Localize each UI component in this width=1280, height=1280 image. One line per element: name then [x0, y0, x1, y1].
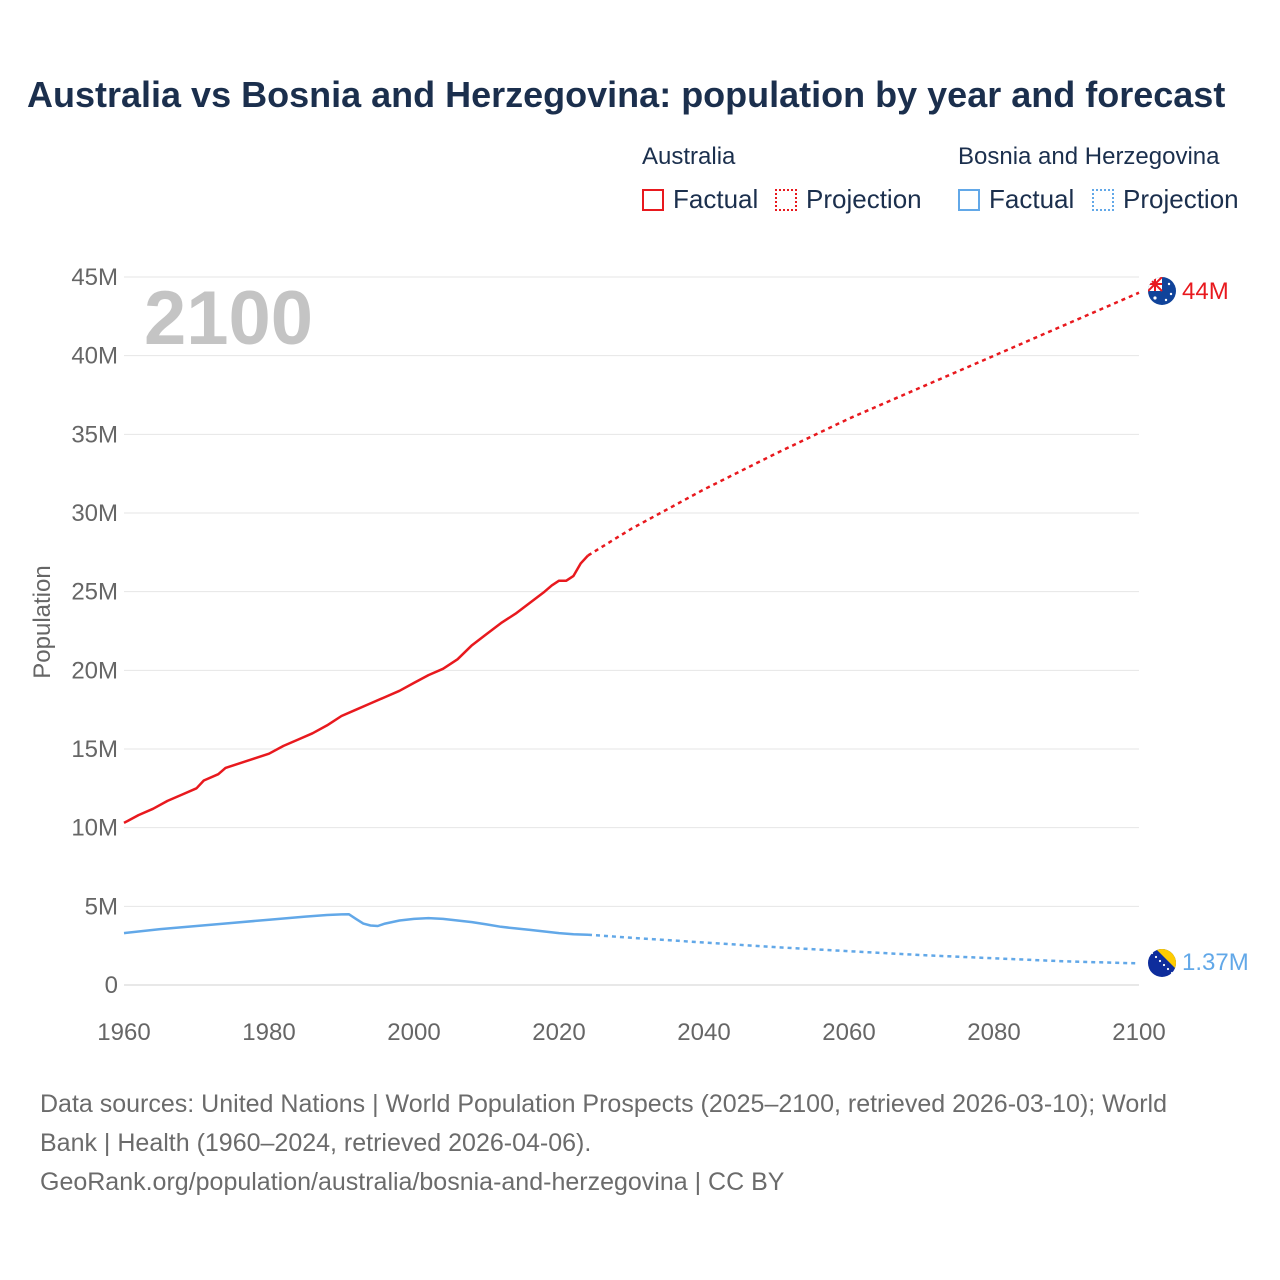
- x-tick-label: 2000: [387, 1019, 440, 1046]
- australia-flag-icon: [1148, 277, 1176, 305]
- x-tick-label: 1980: [242, 1019, 295, 1046]
- y-axis-label: Population: [29, 565, 56, 678]
- australia-factual-line: [123, 554, 589, 825]
- legend-label: Projection: [1123, 184, 1239, 214]
- source-link[interactable]: GeoRank.org/population/australia/bosnia-…: [40, 1168, 785, 1196]
- y-tick-label: 0: [105, 972, 118, 999]
- y-tick-label: 20M: [71, 657, 118, 684]
- y-axis-ticks: 0 5M 10M 15M 20M 25M 30M 35M 40M 45M: [71, 264, 118, 999]
- bosnia-projection-line: [587, 933, 1140, 965]
- chart-title: Australia vs Bosnia and Herzegovina: pop…: [27, 74, 1226, 115]
- legend-australia-factual[interactable]: Factual: [642, 184, 758, 215]
- x-tick-label: 2060: [822, 1019, 875, 1046]
- source-line-1: Data sources: United Nations | World Pop…: [40, 1090, 1168, 1118]
- x-tick-label: 2080: [967, 1019, 1020, 1046]
- legend-australia-title: Australia: [642, 143, 736, 170]
- legend-label: Factual: [989, 184, 1075, 214]
- y-tick-label: 40M: [71, 343, 118, 370]
- legend-bosnia-projection[interactable]: Projection: [1092, 184, 1239, 215]
- grid-lines: [124, 276, 1139, 986]
- australia-projection-line: [587, 291, 1140, 557]
- y-tick-label: 10M: [71, 815, 118, 842]
- x-axis-ticks: 1960 1980 2000 2020 2040 2060 2080 2100: [97, 1019, 1165, 1046]
- x-tick-label: 2020: [532, 1019, 585, 1046]
- year-watermark: 2100: [144, 276, 313, 361]
- legend-label: Factual: [673, 184, 759, 214]
- legend-bosnia-title: Bosnia and Herzegovina: [958, 143, 1220, 170]
- source-line-2: Bank | Health (1960–2024, retrieved 2026…: [40, 1129, 592, 1157]
- bosnia-flag-icon: [1148, 949, 1176, 977]
- legend-australia-projection[interactable]: Projection: [775, 184, 922, 215]
- y-tick-label: 25M: [71, 579, 118, 606]
- x-tick-label: 1960: [97, 1019, 150, 1046]
- australia-end-label: 44M: [1182, 278, 1229, 305]
- series-group: [123, 291, 1140, 965]
- legend-swatch-dotted: [1092, 188, 1114, 211]
- y-tick-label: 45M: [71, 264, 118, 291]
- legend-swatch-dotted: [775, 188, 797, 211]
- y-tick-label: 30M: [71, 500, 118, 527]
- y-tick-label: 15M: [71, 736, 118, 763]
- y-tick-label: 5M: [85, 893, 118, 920]
- legend-label: Projection: [806, 184, 922, 214]
- legend-bosnia-factual[interactable]: Factual: [958, 184, 1074, 215]
- legend-swatch-solid: [642, 188, 664, 211]
- bosnia-factual-line: [123, 912, 589, 936]
- x-tick-label: 2100: [1112, 1019, 1165, 1046]
- y-tick-label: 35M: [71, 421, 118, 448]
- legend-swatch-solid: [958, 188, 980, 211]
- bosnia-end-label: 1.37M: [1182, 949, 1249, 976]
- x-tick-label: 2040: [677, 1019, 730, 1046]
